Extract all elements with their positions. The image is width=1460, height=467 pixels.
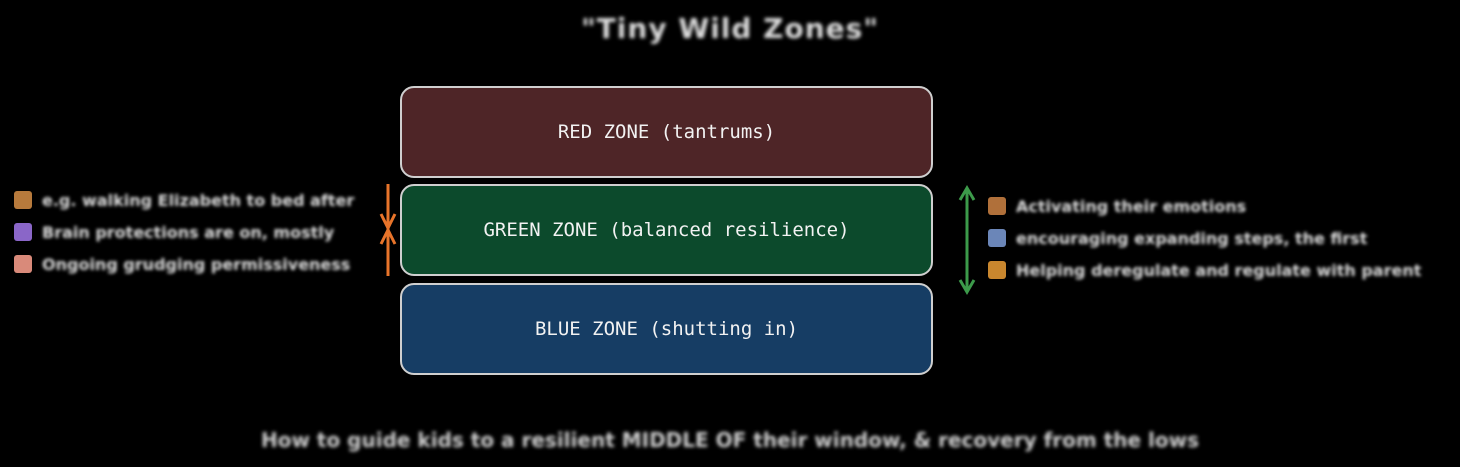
box-icon bbox=[14, 191, 32, 209]
zone-stack: RED ZONE (tantrums) GREEN ZONE (balanced… bbox=[400, 86, 935, 380]
right-arrow-icon bbox=[958, 185, 976, 295]
face-icon bbox=[14, 255, 32, 273]
left-note: e.g. walking Elizabeth to bed after bbox=[14, 184, 354, 216]
green-zone: GREEN ZONE (balanced resilience) bbox=[400, 184, 933, 276]
right-note-text: Helping deregulate and regulate with par… bbox=[1016, 260, 1422, 280]
left-note: Ongoing grudging permissiveness bbox=[14, 248, 354, 280]
left-note-text: Ongoing grudging permissiveness bbox=[42, 254, 351, 274]
left-arrow-icon bbox=[379, 184, 397, 276]
door-icon bbox=[988, 197, 1006, 215]
right-note: encouraging expanding steps, the first bbox=[988, 222, 1421, 254]
sparkle-icon bbox=[14, 223, 32, 241]
bubble-icon bbox=[988, 229, 1006, 247]
blue-zone: BLUE ZONE (shutting in) bbox=[400, 283, 933, 375]
left-note-text: e.g. walking Elizabeth to bed after bbox=[42, 190, 355, 210]
right-note: Activating their emotions bbox=[988, 190, 1421, 222]
footer-caption: How to guide kids to a resilient MIDDLE … bbox=[261, 428, 1199, 452]
right-note-text: Activating their emotions bbox=[1016, 196, 1247, 216]
right-note-text: encouraging expanding steps, the first bbox=[1016, 228, 1368, 248]
right-notes: Activating their emotions encouraging ex… bbox=[988, 190, 1421, 286]
left-note: Brain protections are on, mostly bbox=[14, 216, 354, 248]
left-note-text: Brain protections are on, mostly bbox=[42, 222, 335, 242]
left-notes: e.g. walking Elizabeth to bed after Brai… bbox=[14, 184, 354, 280]
fist-icon bbox=[988, 261, 1006, 279]
red-zone: RED ZONE (tantrums) bbox=[400, 86, 933, 178]
diagram-title: "Tiny Wild Zones" bbox=[581, 12, 879, 45]
right-note: Helping deregulate and regulate with par… bbox=[988, 254, 1421, 286]
